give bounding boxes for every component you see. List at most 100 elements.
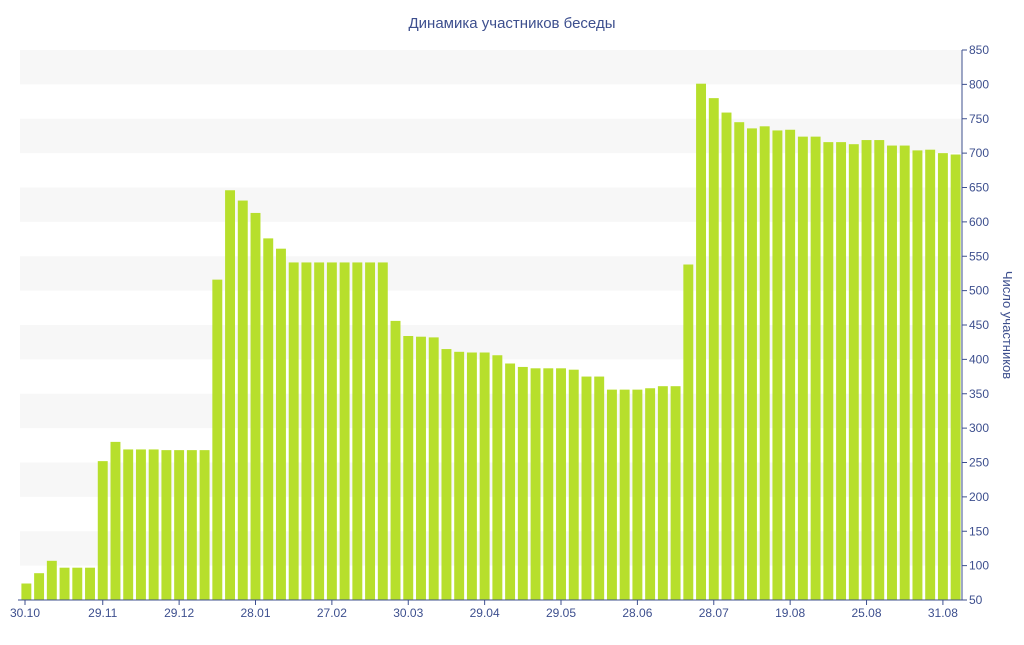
bar[interactable] (556, 368, 566, 600)
x-axis: 30.10 29.11 29.12 28.01 27.02 30.03 29.04 29.05… (10, 599, 962, 620)
bar[interactable] (352, 262, 363, 600)
bar[interactable] (836, 142, 847, 601)
bar[interactable] (326, 262, 337, 600)
bar[interactable] (479, 352, 490, 601)
y-tick-label: 300 (969, 421, 989, 435)
bar[interactable] (874, 140, 885, 600)
bar[interactable] (390, 320, 401, 601)
bar[interactable] (759, 126, 770, 600)
bar[interactable] (619, 389, 630, 601)
x-tick-label: 28.06 (622, 606, 652, 620)
bar[interactable] (683, 264, 694, 601)
bar[interactable] (301, 262, 312, 600)
bar[interactable] (199, 450, 210, 601)
bar[interactable] (937, 153, 948, 601)
bar[interactable] (568, 369, 579, 600)
bar[interactable] (899, 145, 910, 600)
y-tick-label: 800 (969, 77, 989, 91)
y-tick-label: 700 (969, 146, 989, 160)
bar[interactable] (454, 351, 465, 600)
bar[interactable] (785, 129, 796, 600)
bar[interactable] (530, 368, 541, 600)
bar[interactable] (72, 567, 83, 600)
grid-band (20, 118, 962, 154)
bar[interactable] (250, 212, 261, 600)
bar[interactable] (339, 262, 350, 600)
bar[interactable] (670, 386, 681, 600)
bar[interactable] (212, 279, 223, 601)
grid-band (20, 256, 962, 291)
bar[interactable] (288, 262, 299, 600)
bar[interactable] (314, 262, 325, 600)
bar[interactable] (861, 140, 872, 600)
bar[interactable] (466, 352, 477, 601)
bar[interactable] (772, 130, 783, 600)
bar[interactable] (428, 337, 439, 601)
y-tick-label: 500 (969, 284, 989, 298)
grid-band (20, 393, 962, 429)
bar[interactable] (581, 376, 592, 600)
bar[interactable] (263, 238, 274, 601)
bar[interactable] (365, 262, 376, 600)
bar[interactable] (797, 136, 808, 601)
bar[interactable] (594, 376, 605, 600)
bar[interactable] (645, 388, 656, 600)
bar[interactable] (734, 122, 745, 600)
x-tick-label: 29.12 (164, 606, 194, 620)
bar[interactable] (225, 190, 236, 600)
bar[interactable] (161, 450, 172, 601)
bar[interactable] (912, 150, 923, 601)
bar[interactable] (110, 441, 121, 601)
y-tick-label: 200 (969, 490, 989, 504)
bar[interactable] (708, 98, 719, 601)
bar[interactable] (237, 200, 248, 600)
bar[interactable] (950, 154, 961, 601)
x-tick-label: 25.08 (852, 606, 882, 620)
bar[interactable] (696, 83, 707, 600)
grid-band (20, 187, 962, 222)
bar[interactable] (377, 262, 388, 600)
bar[interactable] (135, 449, 146, 600)
bar[interactable] (632, 389, 643, 601)
bar[interactable] (46, 560, 57, 600)
y-tick-label: 850 (969, 43, 989, 57)
x-tick-label: 27.02 (317, 606, 347, 620)
bar[interactable] (746, 128, 757, 601)
x-tick-label: 29.04 (470, 606, 500, 620)
bar[interactable] (416, 336, 426, 600)
bar[interactable] (810, 136, 821, 601)
y-axis: 50 100 150 200 250 300 350 400 450 500 550 600 650 70… (961, 43, 989, 607)
x-tick-label: 30.10 (10, 606, 40, 620)
grid-band (20, 325, 962, 360)
bar[interactable] (148, 449, 159, 600)
bar[interactable] (823, 142, 834, 601)
bar[interactable] (848, 144, 859, 600)
y-tick-label: 600 (969, 215, 989, 229)
bar[interactable] (174, 450, 185, 601)
bar[interactable] (657, 386, 668, 600)
bar[interactable] (887, 145, 897, 600)
bar[interactable] (543, 368, 554, 600)
bar[interactable] (492, 355, 503, 600)
grid-band (20, 50, 962, 85)
bar[interactable] (441, 349, 452, 600)
bar[interactable] (505, 363, 516, 601)
bar[interactable] (34, 573, 45, 600)
x-tick-label: 29.11 (88, 606, 117, 620)
bar[interactable] (606, 389, 617, 601)
y-tick-label: 650 (969, 181, 989, 195)
bar[interactable] (517, 366, 528, 600)
bar[interactable] (21, 583, 32, 601)
bar[interactable] (275, 248, 286, 600)
bar[interactable] (721, 112, 732, 600)
x-tick-label: 30.03 (393, 606, 423, 620)
bar[interactable] (186, 450, 197, 601)
bar[interactable] (97, 461, 108, 601)
bar[interactable] (403, 336, 414, 600)
bar[interactable] (123, 449, 134, 600)
bar[interactable] (925, 149, 936, 600)
bar[interactable] (85, 567, 95, 600)
bar[interactable] (59, 567, 70, 600)
